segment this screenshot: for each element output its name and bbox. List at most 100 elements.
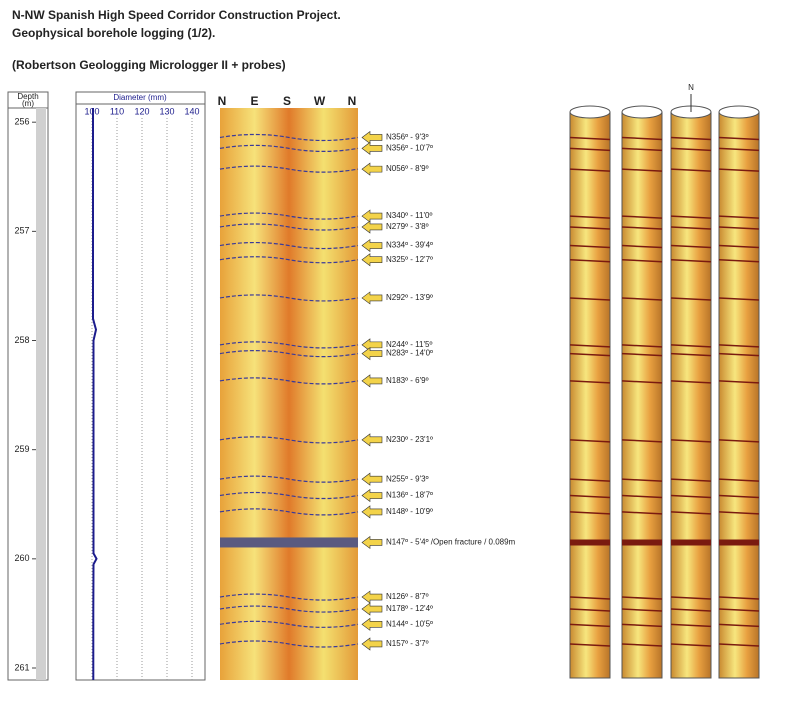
fracture-label: N126º - 8'7º bbox=[386, 592, 429, 601]
cylinder-top bbox=[569, 105, 611, 119]
cylinder-fracture bbox=[670, 478, 712, 482]
fracture-trace bbox=[219, 436, 359, 444]
cylinder-fracture bbox=[670, 352, 712, 357]
cylinder-fracture bbox=[670, 439, 712, 443]
image-log bbox=[220, 108, 358, 680]
cylinder-fracture bbox=[569, 297, 611, 301]
cylinder-fracture bbox=[718, 258, 760, 263]
cylinder-fracture bbox=[621, 511, 663, 515]
fracture-arrow bbox=[361, 220, 383, 234]
cylinder-fracture bbox=[621, 643, 663, 647]
fracture-trace bbox=[219, 475, 359, 483]
cylinder-fracture bbox=[569, 136, 611, 141]
cylinder-fracture bbox=[670, 147, 712, 152]
cylinder-fracture bbox=[621, 352, 663, 357]
cylinder-fracture bbox=[569, 511, 611, 515]
cylinder-fracture bbox=[569, 258, 611, 263]
orientation-label: N bbox=[348, 94, 357, 108]
cylinder-fracture bbox=[621, 136, 663, 141]
fracture-arrow bbox=[361, 338, 383, 352]
cylinder-fracture bbox=[718, 643, 760, 647]
depth-tick-label: 260 bbox=[14, 553, 29, 563]
fracture-label: N136º - 18'7º bbox=[386, 491, 433, 500]
cylinder-fracture bbox=[621, 226, 663, 230]
title-line: N-NW Spanish High Speed Corridor Constru… bbox=[12, 8, 341, 22]
cylinder-fracture bbox=[569, 494, 611, 499]
diameter-panel bbox=[75, 91, 206, 681]
fracture-label: N292º - 13'9º bbox=[386, 293, 433, 302]
cylinder-fracture bbox=[718, 297, 760, 301]
diameter-tick-label: 130 bbox=[159, 106, 174, 116]
cylinder-fracture bbox=[621, 380, 663, 384]
cylinder-fracture bbox=[569, 623, 611, 628]
cylinder-fracture bbox=[718, 215, 760, 219]
cylinder bbox=[670, 111, 712, 679]
fracture-arrow bbox=[361, 637, 383, 651]
cylinder-fracture bbox=[670, 136, 712, 141]
cylinder-fracture bbox=[569, 478, 611, 482]
fracture-label: N334º - 39'4º bbox=[386, 241, 433, 250]
fracture-trace bbox=[219, 341, 359, 349]
cylinder-fracture bbox=[670, 643, 712, 647]
cylinder-fracture bbox=[718, 494, 760, 499]
cylinder-fracture bbox=[621, 494, 663, 499]
cylinder-fracture bbox=[718, 608, 760, 612]
fracture-label: N056º - 8'9º bbox=[386, 164, 429, 173]
fracture-arrow bbox=[361, 488, 383, 503]
fracture-trace bbox=[219, 593, 359, 601]
fracture-arrow bbox=[361, 238, 383, 253]
fracture-label: N183º - 6'9º bbox=[386, 376, 429, 385]
open-fracture bbox=[220, 537, 358, 548]
fracture-trace bbox=[219, 241, 359, 250]
cylinder-fracture bbox=[670, 168, 712, 172]
north-label: N bbox=[688, 83, 694, 92]
fracture-arrow bbox=[361, 617, 383, 631]
cylinder-fracture bbox=[670, 297, 712, 301]
fracture-arrow bbox=[361, 141, 383, 155]
cylinder-fracture bbox=[569, 643, 611, 647]
depth-tick-label: 259 bbox=[14, 444, 29, 454]
cylinder-fracture bbox=[569, 226, 611, 230]
cylinder-fracture bbox=[569, 344, 611, 348]
cylinder-fracture bbox=[718, 439, 760, 443]
cylinder bbox=[718, 111, 760, 679]
cylinder-fracture bbox=[718, 478, 760, 482]
fracture-trace bbox=[219, 144, 359, 152]
cylinder-fracture bbox=[569, 352, 611, 357]
cylinder-fracture bbox=[718, 244, 760, 249]
axis-label: Depth bbox=[17, 92, 38, 101]
cylinder bbox=[569, 111, 611, 679]
cylinder-fracture bbox=[569, 168, 611, 172]
fracture-label: N244º - 11'5º bbox=[386, 340, 432, 349]
fracture-arrow bbox=[361, 130, 383, 145]
fracture-label: N325º - 12'7º bbox=[386, 255, 433, 264]
fracture-label: N157º - 3'7º bbox=[386, 639, 429, 648]
cylinders: N bbox=[569, 83, 760, 679]
fracture-trace bbox=[219, 508, 359, 516]
fracture-label: N230º - 23'1º bbox=[386, 435, 433, 444]
cylinder-fracture bbox=[718, 147, 760, 152]
depth-tick-label: 258 bbox=[14, 335, 29, 345]
cylinder-fracture bbox=[621, 147, 663, 152]
cylinder-fracture bbox=[569, 439, 611, 443]
fracture-label: N356º - 10'7º bbox=[386, 143, 433, 152]
fracture-label: N148º - 10'9º bbox=[386, 507, 433, 516]
fracture-trace bbox=[219, 605, 359, 613]
fracture-arrow bbox=[361, 291, 383, 305]
fracture-label: N279º - 3'8º bbox=[386, 222, 429, 231]
cylinder-fracture bbox=[670, 226, 712, 230]
cylinder-fracture bbox=[621, 478, 663, 482]
fracture-trace bbox=[219, 640, 359, 648]
fracture-trace bbox=[219, 294, 359, 302]
fracture-arrow bbox=[361, 602, 383, 616]
cylinder-fracture bbox=[670, 596, 712, 600]
orientation-label: N bbox=[218, 94, 227, 108]
cylinder-fracture bbox=[670, 511, 712, 515]
orientation-label: W bbox=[314, 94, 326, 108]
cylinder-fracture bbox=[569, 608, 611, 612]
cylinder-fracture bbox=[718, 380, 760, 384]
cylinder-fracture bbox=[569, 147, 611, 152]
